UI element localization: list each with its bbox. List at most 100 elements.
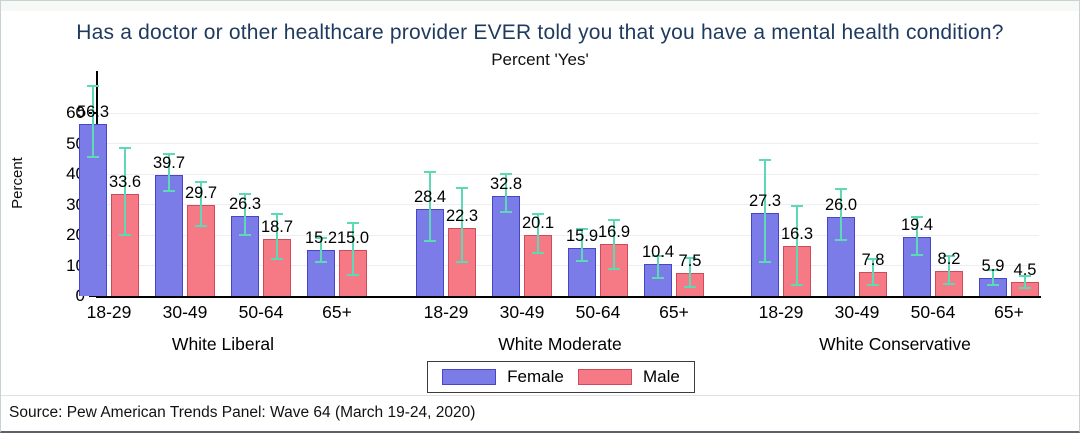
bar-female (903, 236, 931, 296)
y-tick (89, 295, 96, 297)
bar-female (155, 174, 183, 296)
legend-label-female: Female (507, 367, 564, 386)
error-bar-cap (347, 221, 359, 224)
error-bar-cap (347, 273, 359, 276)
value-label: 16.9 (597, 223, 631, 242)
value-label: 19.4 (900, 215, 934, 234)
chart-subtitle: Percent 'Yes' (491, 50, 589, 69)
error-bar (461, 187, 463, 263)
error-bar (796, 206, 798, 286)
error-bar-cap (759, 261, 771, 264)
legend-label-male: Male (642, 367, 680, 386)
x-tick-label: 65+ (322, 302, 352, 322)
error-bar-cap (119, 147, 131, 150)
x-tick-label: 18-29 (86, 302, 132, 322)
error-bar (1024, 276, 1026, 289)
error-bar-cap (911, 215, 923, 218)
error-bar (320, 238, 322, 263)
error-bar-cap (576, 259, 588, 262)
error-bar-cap (195, 224, 207, 227)
error-bar (276, 213, 278, 260)
value-label: 15.0 (336, 229, 370, 248)
error-bar-cap (119, 234, 131, 236)
error-bar (764, 160, 766, 263)
error-bar (840, 189, 842, 240)
bar-male (263, 238, 291, 296)
error-bar (92, 85, 94, 158)
error-bar-cap (987, 284, 999, 287)
error-bar-cap (239, 234, 251, 236)
x-tick-label: 50-64 (910, 302, 956, 322)
error-bar-cap (271, 258, 283, 261)
error-bar-cap (791, 284, 803, 287)
legend-item-female: Female (442, 367, 564, 387)
source-note: Source: Pew American Trends Panel: Wave … (9, 404, 476, 421)
error-bar-cap (163, 189, 175, 192)
value-label: 8.2 (937, 249, 961, 268)
error-bar-cap (195, 180, 207, 183)
error-bar-cap (987, 269, 999, 272)
error-bar-cap (652, 255, 664, 258)
value-label: 5.9 (981, 257, 1005, 275)
error-bar (168, 154, 170, 191)
value-label: 16.3 (780, 225, 814, 244)
gridline (96, 265, 1039, 266)
legend-item-male: Male (577, 367, 680, 387)
x-tick-label: 30-49 (499, 302, 545, 322)
error-bar (505, 174, 507, 213)
value-label: 27.3 (748, 191, 782, 210)
error-bar-cap (315, 237, 327, 240)
value-label: 28.4 (413, 188, 447, 207)
value-label: 4.5 (1013, 261, 1037, 280)
gridline (96, 204, 1039, 205)
error-bar (657, 256, 659, 278)
error-bar-cap (867, 284, 879, 287)
error-bar (200, 181, 202, 226)
error-bar (244, 193, 246, 235)
error-bar-cap (1019, 287, 1031, 290)
error-bar-cap (684, 285, 696, 288)
value-label: 26.3 (228, 194, 262, 213)
x-tick-label: 65+ (994, 302, 1024, 322)
error-bar-cap (456, 186, 468, 189)
value-label: 39.7 (152, 153, 186, 172)
top-strip (1, 1, 1079, 11)
error-bar-cap (867, 258, 879, 261)
value-label: 15.2 (304, 228, 338, 247)
gridline (96, 143, 1039, 144)
error-bar-cap (500, 211, 512, 214)
legend-swatch-male (577, 369, 632, 385)
value-label: 56.3 (76, 103, 110, 122)
x-tick-label: 30-49 (834, 302, 880, 322)
error-bar (581, 228, 583, 261)
error-bar (992, 270, 994, 286)
error-bar-cap (759, 159, 771, 162)
error-bar-cap (87, 156, 99, 159)
x-tick-label: 30-49 (162, 302, 208, 322)
value-label: 20.1 (521, 213, 555, 232)
error-bar (537, 213, 539, 254)
group-label: White Moderate (498, 334, 622, 354)
error-bar-cap (608, 218, 620, 221)
error-bar-cap (684, 256, 696, 259)
error-bar-cap (943, 282, 955, 285)
error-bar (613, 219, 615, 269)
error-bar-cap (532, 212, 544, 215)
error-bar-cap (1019, 275, 1031, 278)
value-label: 18.7 (260, 217, 294, 236)
value-label: 29.7 (184, 184, 218, 203)
x-tick-label: 18-29 (758, 302, 804, 322)
value-label: 26.0 (824, 195, 858, 214)
error-bar-cap (87, 84, 99, 87)
legend: Female Male (427, 361, 695, 393)
value-label: 7.5 (678, 252, 702, 271)
error-bar (872, 259, 874, 286)
error-bar-cap (835, 238, 847, 241)
x-tick-label: 65+ (659, 302, 689, 322)
legend-swatch-female (442, 369, 497, 385)
error-bar-cap (315, 261, 327, 264)
gridline (96, 112, 1039, 114)
error-bar-cap (652, 276, 664, 279)
